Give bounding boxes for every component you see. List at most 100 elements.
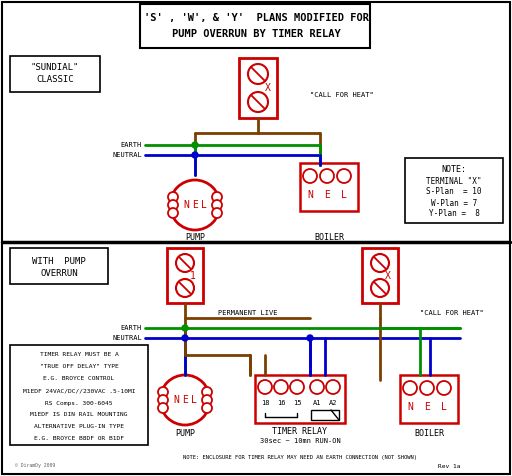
Bar — [239, 58, 277, 118]
Text: L: L — [441, 402, 447, 412]
Circle shape — [403, 381, 417, 395]
Circle shape — [170, 180, 220, 230]
Text: NEUTRAL: NEUTRAL — [112, 335, 142, 341]
Circle shape — [202, 387, 212, 397]
Circle shape — [168, 208, 178, 218]
Circle shape — [168, 200, 178, 210]
Circle shape — [274, 380, 288, 394]
Bar — [362, 248, 398, 303]
Bar — [10, 345, 148, 445]
Text: M1EDF IS DIN RAIL MOUNTING: M1EDF IS DIN RAIL MOUNTING — [30, 413, 128, 417]
Circle shape — [160, 375, 210, 425]
Circle shape — [182, 335, 188, 341]
Text: 18: 18 — [261, 400, 269, 406]
Circle shape — [158, 387, 168, 397]
Bar — [167, 248, 203, 303]
Bar — [311, 410, 339, 420]
Text: L: L — [191, 395, 197, 405]
Text: NEUTRAL: NEUTRAL — [112, 152, 142, 158]
Text: W-Plan = 7: W-Plan = 7 — [431, 198, 477, 208]
Text: ALTERNATIVE PLUG-IN TYPE: ALTERNATIVE PLUG-IN TYPE — [34, 425, 124, 429]
Circle shape — [212, 200, 222, 210]
Text: EARTH: EARTH — [121, 142, 142, 148]
Circle shape — [326, 380, 340, 394]
Circle shape — [258, 380, 272, 394]
Circle shape — [307, 335, 313, 341]
Circle shape — [168, 192, 178, 202]
Text: N: N — [173, 395, 179, 405]
Circle shape — [437, 381, 451, 395]
Text: N: N — [183, 200, 189, 210]
Bar — [300, 163, 358, 211]
Text: E: E — [424, 402, 430, 412]
Text: 1: 1 — [190, 271, 196, 281]
Circle shape — [248, 92, 268, 112]
Text: 16: 16 — [277, 400, 285, 406]
Text: E: E — [324, 190, 330, 200]
Bar — [10, 248, 108, 284]
Text: "SUNDIAL": "SUNDIAL" — [31, 63, 79, 72]
Bar — [400, 375, 458, 423]
Circle shape — [202, 403, 212, 413]
Bar — [255, 375, 345, 423]
Text: 15: 15 — [293, 400, 301, 406]
Text: EARTH: EARTH — [121, 325, 142, 331]
Circle shape — [290, 380, 304, 394]
Circle shape — [182, 325, 188, 331]
Text: WITH  PUMP: WITH PUMP — [32, 257, 86, 266]
Bar — [405, 158, 503, 223]
Circle shape — [320, 169, 334, 183]
Text: BOILER: BOILER — [314, 232, 344, 241]
Text: N: N — [407, 402, 413, 412]
Text: A1: A1 — [313, 400, 321, 406]
Text: A2: A2 — [329, 400, 337, 406]
Text: Y-Plan =  8: Y-Plan = 8 — [429, 209, 479, 218]
Circle shape — [420, 381, 434, 395]
Circle shape — [212, 208, 222, 218]
Text: TIMER RELAY MUST BE A: TIMER RELAY MUST BE A — [39, 353, 118, 357]
Circle shape — [371, 279, 389, 297]
Text: NOTE:: NOTE: — [441, 166, 466, 175]
Circle shape — [310, 380, 324, 394]
Text: Rev 1a: Rev 1a — [437, 464, 460, 468]
Circle shape — [158, 403, 168, 413]
Text: BOILER: BOILER — [414, 429, 444, 438]
Text: CLASSIC: CLASSIC — [36, 76, 74, 85]
Text: NOTE: ENCLOSURE FOR TIMER RELAY MAY NEED AN EARTH CONNECTION (NOT SHOWN): NOTE: ENCLOSURE FOR TIMER RELAY MAY NEED… — [183, 456, 417, 460]
Text: TIMER RELAY: TIMER RELAY — [272, 427, 328, 436]
Circle shape — [337, 169, 351, 183]
Circle shape — [371, 254, 389, 272]
Circle shape — [202, 395, 212, 405]
Text: X: X — [265, 83, 271, 93]
Text: PUMP OVERRUN BY TIMER RELAY: PUMP OVERRUN BY TIMER RELAY — [172, 29, 340, 39]
Text: E.G. BROYCE B8DF OR B1DF: E.G. BROYCE B8DF OR B1DF — [34, 436, 124, 442]
Text: "TRUE OFF DELAY" TYPE: "TRUE OFF DELAY" TYPE — [39, 365, 118, 369]
Circle shape — [303, 169, 317, 183]
Text: PUMP: PUMP — [175, 429, 195, 438]
Circle shape — [176, 279, 194, 297]
Text: M1EDF 24VAC/DC//230VAC .5-10MI: M1EDF 24VAC/DC//230VAC .5-10MI — [23, 388, 135, 394]
Text: PUMP: PUMP — [185, 232, 205, 241]
Circle shape — [158, 395, 168, 405]
Text: "CALL FOR HEAT": "CALL FOR HEAT" — [310, 92, 374, 98]
Text: E: E — [192, 200, 198, 210]
Circle shape — [176, 254, 194, 272]
Text: 'S' , 'W', & 'Y'  PLANS MODIFIED FOR: 'S' , 'W', & 'Y' PLANS MODIFIED FOR — [143, 13, 369, 23]
Text: OVERRUN: OVERRUN — [40, 268, 78, 278]
Text: "CALL FOR HEAT": "CALL FOR HEAT" — [420, 310, 484, 316]
Text: © DiramDy 2009: © DiramDy 2009 — [15, 464, 55, 468]
Text: N: N — [307, 190, 313, 200]
Text: E: E — [182, 395, 188, 405]
Text: L: L — [201, 200, 207, 210]
Text: RS Comps. 300-6045: RS Comps. 300-6045 — [45, 400, 113, 406]
Text: E.G. BROYCE CONTROL: E.G. BROYCE CONTROL — [44, 377, 115, 381]
Bar — [140, 4, 370, 48]
Bar — [10, 56, 100, 92]
Text: X: X — [385, 271, 391, 281]
Text: L: L — [341, 190, 347, 200]
Text: TERMINAL "X": TERMINAL "X" — [426, 177, 482, 186]
Circle shape — [192, 142, 198, 148]
Text: PERMANENT LIVE: PERMANENT LIVE — [218, 310, 278, 316]
Circle shape — [192, 152, 198, 158]
Circle shape — [248, 64, 268, 84]
